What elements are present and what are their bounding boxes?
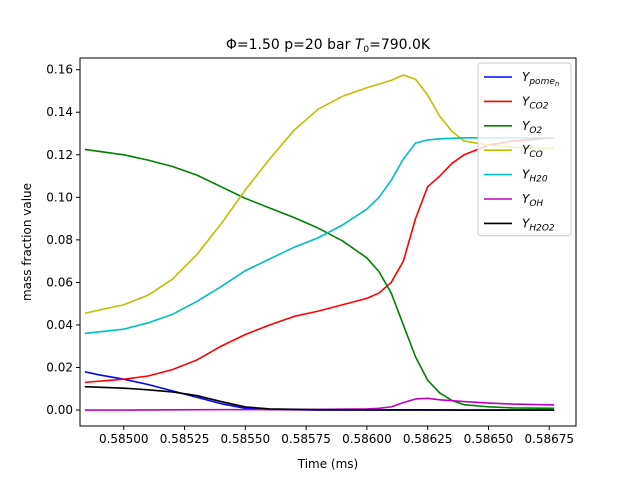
y-tick-label: 0.10 — [46, 190, 73, 204]
y-tick-label: 0.14 — [46, 105, 73, 119]
axes: 0.58500 0.58525 0.58550 0.58575 0.58600 0.586… — [46, 57, 577, 446]
series-line-oh — [84, 397, 555, 411]
y-tick-label: 0.04 — [46, 318, 73, 332]
x-tick-label: 0.58500 — [99, 432, 149, 446]
chart-title: Φ=1.50 p=20 bar T0=790.0K — [226, 37, 431, 55]
y-axis-title: mass fraction value — [20, 183, 34, 301]
x-tick-label: 0.58650 — [464, 432, 514, 446]
legend-entry-pome: Ypomen — [522, 70, 559, 88]
y-tick-label: 0.16 — [46, 63, 73, 77]
y-tick-label: 0.00 — [46, 403, 73, 417]
plot-area — [84, 74, 555, 411]
x-tick-label: 0.58625 — [403, 432, 453, 446]
chart-title-subscript: 0 — [363, 45, 369, 55]
legend-entry-oh: YOH — [522, 192, 543, 209]
y-tick-label: 0.12 — [46, 148, 73, 162]
x-tick-label: 0.58550 — [221, 432, 271, 446]
x-tick-label: 0.58675 — [524, 432, 574, 446]
y-tick-label: 0.08 — [46, 233, 73, 247]
chart-title-main: Φ=1.50 p=20 bar — [226, 37, 355, 53]
x-tick-label: 0.58575 — [281, 432, 331, 446]
legend-entry-co: YCO — [522, 143, 543, 160]
series-line-o2 — [84, 148, 555, 410]
series-line-co2 — [84, 136, 555, 384]
y-tick-label: 0.02 — [46, 361, 73, 375]
chart-title-italic: T — [355, 37, 365, 53]
y-tick-label: 0.06 — [46, 275, 73, 289]
x-tick-label: 0.58600 — [342, 432, 392, 446]
legend-box — [477, 62, 572, 237]
x-axis-title: Time (ms) — [297, 457, 359, 471]
x-tick-label: 0.58525 — [160, 432, 210, 446]
axes-frame — [79, 57, 577, 427]
series-line-h20 — [84, 136, 555, 335]
legend-entry-h2o2: YH2O2 — [522, 216, 555, 233]
legend-entry-h20: YH20 — [522, 168, 548, 185]
series-line-h2o2 — [84, 385, 555, 411]
legend: Ypomen YCO2 YO2 YCO YH20 YOH YH2O2 — [477, 62, 572, 237]
chart-title-tail: =790.0K — [369, 37, 431, 53]
legend-entry-o2: YO2 — [522, 119, 542, 136]
series-line-co — [84, 74, 555, 315]
legend-entry-co2: YCO2 — [522, 94, 549, 111]
